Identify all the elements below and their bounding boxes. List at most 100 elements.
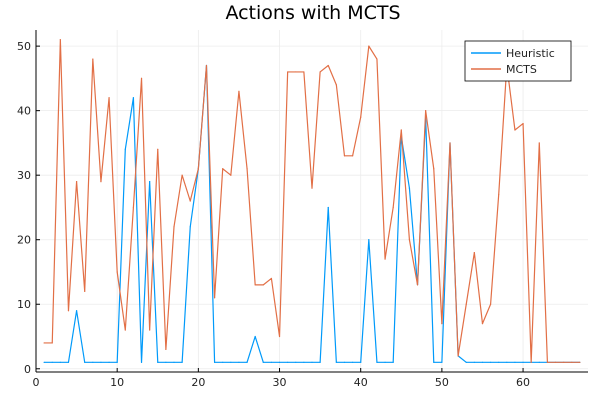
data-point-heuristic (473, 361, 475, 363)
data-point-mcts (108, 97, 110, 99)
data-point-mcts (100, 181, 102, 183)
data-point-heuristic (489, 361, 492, 363)
series-line-heuristic (44, 64, 580, 363)
data-point-mcts (579, 361, 581, 363)
x-tick-label: 0 (33, 376, 40, 389)
data-point-heuristic (189, 226, 191, 228)
data-point-heuristic (157, 361, 159, 363)
data-point-mcts (425, 110, 427, 112)
data-point-mcts (343, 155, 346, 157)
data-point-heuristic (368, 239, 370, 241)
data-point-heuristic (92, 361, 94, 363)
data-point-mcts (197, 168, 199, 170)
data-point-heuristic (100, 361, 102, 363)
data-point-heuristic (84, 361, 86, 363)
data-point-heuristic (238, 361, 240, 363)
data-point-heuristic (351, 361, 354, 363)
data-point-mcts (498, 193, 500, 196)
data-point-mcts (278, 335, 281, 338)
data-point-mcts (51, 342, 53, 344)
data-point-mcts (189, 200, 191, 202)
data-point-mcts (295, 71, 297, 73)
data-point-heuristic (59, 361, 61, 363)
x-tick-label: 60 (516, 376, 530, 389)
data-point-mcts (489, 303, 492, 305)
data-point-heuristic (213, 361, 216, 363)
data-point-heuristic (287, 361, 289, 363)
x-tick-label: 10 (110, 376, 124, 389)
data-point-mcts (481, 323, 484, 325)
y-tick-label: 20 (17, 234, 31, 247)
data-point-mcts (84, 290, 86, 292)
data-point-heuristic (222, 361, 224, 363)
data-point-mcts (132, 206, 135, 209)
plot-area (43, 39, 581, 363)
data-point-heuristic (360, 361, 362, 363)
data-point-heuristic (270, 361, 273, 363)
data-point-heuristic (132, 97, 135, 99)
x-tick-label: 40 (354, 376, 368, 389)
data-point-heuristic (165, 361, 167, 363)
data-point-mcts (473, 252, 475, 254)
data-point-heuristic (75, 310, 78, 312)
data-point-heuristic (441, 361, 443, 363)
data-point-mcts (433, 168, 435, 170)
data-point-mcts (571, 361, 573, 363)
y-tick-label: 10 (17, 298, 31, 311)
data-point-mcts (238, 90, 240, 92)
data-point-mcts (92, 58, 94, 60)
data-point-mcts (546, 361, 549, 363)
data-point-mcts (368, 45, 370, 47)
data-point-mcts (116, 271, 118, 273)
data-point-heuristic (246, 361, 248, 363)
data-point-mcts (538, 142, 540, 144)
data-point-mcts (311, 187, 313, 189)
legend: Heuristic MCTS (464, 40, 572, 82)
data-point-mcts (408, 239, 411, 241)
data-point-mcts (384, 258, 386, 260)
data-point-mcts (287, 71, 289, 73)
data-point-mcts (165, 348, 167, 351)
data-point-heuristic (149, 181, 151, 183)
data-point-mcts (246, 168, 248, 170)
y-tick-label: 40 (17, 105, 31, 118)
data-point-heuristic (116, 361, 118, 363)
data-point-mcts (262, 284, 264, 286)
data-point-heuristic (343, 361, 346, 363)
data-point-heuristic (230, 361, 232, 363)
data-point-mcts (465, 303, 467, 305)
data-point-mcts (149, 329, 151, 331)
data-point-heuristic (67, 361, 70, 363)
chart-title: Actions with MCTS (225, 2, 400, 24)
data-point-mcts (376, 58, 378, 60)
data-point-mcts (173, 226, 175, 228)
x-tick-label: 50 (435, 376, 449, 389)
data-point-heuristic (311, 361, 313, 363)
y-tick-label: 30 (17, 169, 31, 182)
data-point-mcts (270, 277, 273, 280)
data-point-mcts (416, 284, 419, 286)
data-point-mcts (554, 361, 557, 363)
data-point-mcts (67, 310, 70, 312)
data-point-heuristic (319, 361, 321, 363)
data-point-heuristic (481, 361, 484, 363)
data-point-heuristic (408, 187, 411, 189)
data-point-mcts (205, 64, 208, 67)
data-point-mcts (222, 168, 224, 170)
data-point-heuristic (384, 361, 386, 363)
data-point-heuristic (538, 361, 540, 363)
data-point-heuristic (506, 361, 508, 363)
data-point-heuristic (303, 361, 305, 363)
series-line-mcts (44, 39, 580, 363)
data-point-mcts (43, 342, 45, 344)
data-point-mcts (563, 361, 565, 363)
data-point-mcts (140, 77, 143, 79)
data-point-mcts (514, 129, 516, 131)
data-point-heuristic (514, 361, 516, 363)
data-point-mcts (530, 361, 532, 363)
data-point-heuristic (433, 361, 435, 363)
data-point-mcts (441, 323, 443, 325)
data-point-mcts (522, 122, 524, 125)
